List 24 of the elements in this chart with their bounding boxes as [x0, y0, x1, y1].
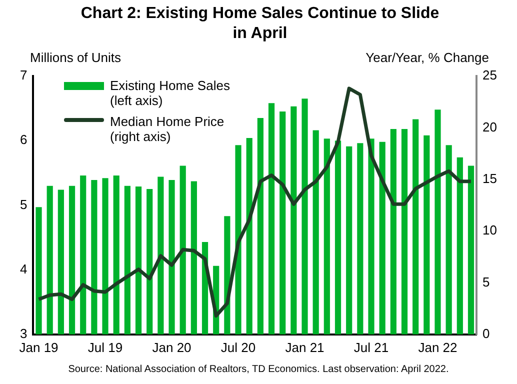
- y-tick-label: 3: [20, 326, 28, 341]
- y2-tick-label: 20: [482, 119, 498, 134]
- y2-tick-label: 10: [482, 222, 498, 238]
- y2-tick-label: 25: [482, 68, 498, 83]
- y-tick-label: 4: [20, 261, 28, 276]
- y-tick-label: 5: [20, 196, 28, 212]
- x-tick-label: Jul 20: [220, 340, 256, 355]
- y2-axis-title: Year/Year, % Change: [366, 50, 489, 65]
- chart-title: Chart 2: Existing Home Sales Continue to Slide in April: [80, 4, 440, 44]
- y2-tick-label: 5: [482, 274, 490, 290]
- legend-label: Existing Home Sales (left axis): [110, 78, 231, 108]
- y-axis-title: Millions of Units: [30, 50, 122, 65]
- x-tick-label: Jan 20: [152, 340, 192, 355]
- x-tick-label: Jan 19: [19, 340, 58, 355]
- y-tick-label: 6: [20, 132, 28, 148]
- x-tick-label: Jan 21: [285, 340, 324, 355]
- y-tick-label: 7: [20, 68, 28, 83]
- legend-label: Median Home Price (right axis): [110, 114, 226, 144]
- x-tick-label: Jul 21: [354, 340, 389, 355]
- source-note: Source: National Association of Realtors, TD Economics. Last observation: April 2022.: [67, 364, 450, 375]
- y2-tick-label: 0: [482, 326, 490, 341]
- x-tick-label: Jul 19: [88, 340, 123, 355]
- y2-tick-label: 15: [482, 170, 498, 186]
- x-tick-label: Jan 22: [418, 340, 458, 355]
